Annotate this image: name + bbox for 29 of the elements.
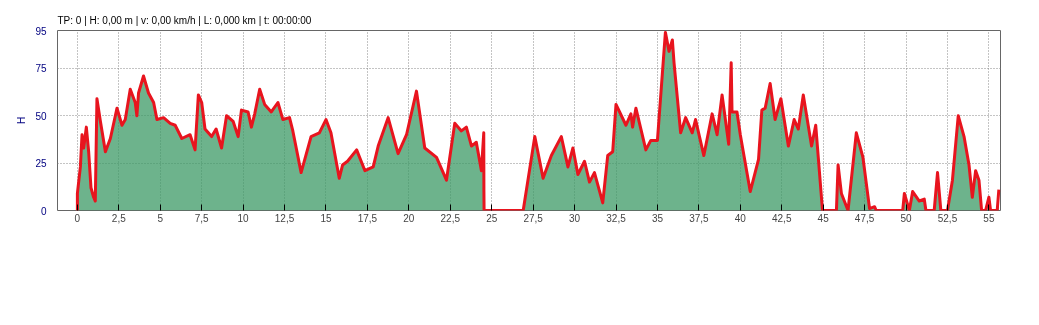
x-tick-label: 20 bbox=[403, 212, 415, 224]
x-tick-label: 22,5 bbox=[440, 212, 461, 224]
y-tick-label: 25 bbox=[35, 158, 47, 170]
x-tick-label: 42,5 bbox=[772, 212, 792, 224]
y-tick-label: 75 bbox=[35, 63, 47, 75]
x-tick-label: 2,5 bbox=[111, 212, 127, 224]
x-tick-label: 30 bbox=[569, 212, 581, 224]
text: TP: 0 | H: 0,00 m | v: 0,00 km/h | L: 0,000 km | t: 00:00:00 bbox=[57, 14, 312, 26]
x-tick-label: 45 bbox=[817, 212, 830, 224]
x-tick-label: 7,5 bbox=[194, 212, 210, 224]
x-tick-label: 15 bbox=[320, 212, 332, 224]
x-tick-label: 50 bbox=[900, 212, 913, 224]
x-tick-label: 37,5 bbox=[689, 212, 710, 224]
x-tick-label: 25 bbox=[486, 212, 498, 224]
x-tick-label: 10 bbox=[237, 212, 250, 224]
x-tick-label: 52,5 bbox=[937, 212, 958, 224]
y-tick-label: 50 bbox=[35, 110, 47, 122]
x-tick-label: 0 bbox=[74, 212, 81, 224]
x-tick-label: 47,5 bbox=[854, 212, 875, 224]
x-tick-label: 12,5 bbox=[274, 212, 295, 224]
x-tick-label: 55 bbox=[983, 212, 995, 224]
x-tick-label: 40 bbox=[734, 212, 747, 224]
x-tick-label: 5 bbox=[157, 212, 164, 224]
x-tick-label: 35 bbox=[651, 212, 664, 224]
y-axis-title: H bbox=[16, 116, 28, 125]
x-tick-label: 27,5 bbox=[523, 212, 544, 224]
x-tick-label: 32,5 bbox=[606, 212, 627, 224]
y-tick-label: 95 bbox=[35, 25, 47, 37]
x-tick-label: 17,5 bbox=[357, 212, 378, 224]
